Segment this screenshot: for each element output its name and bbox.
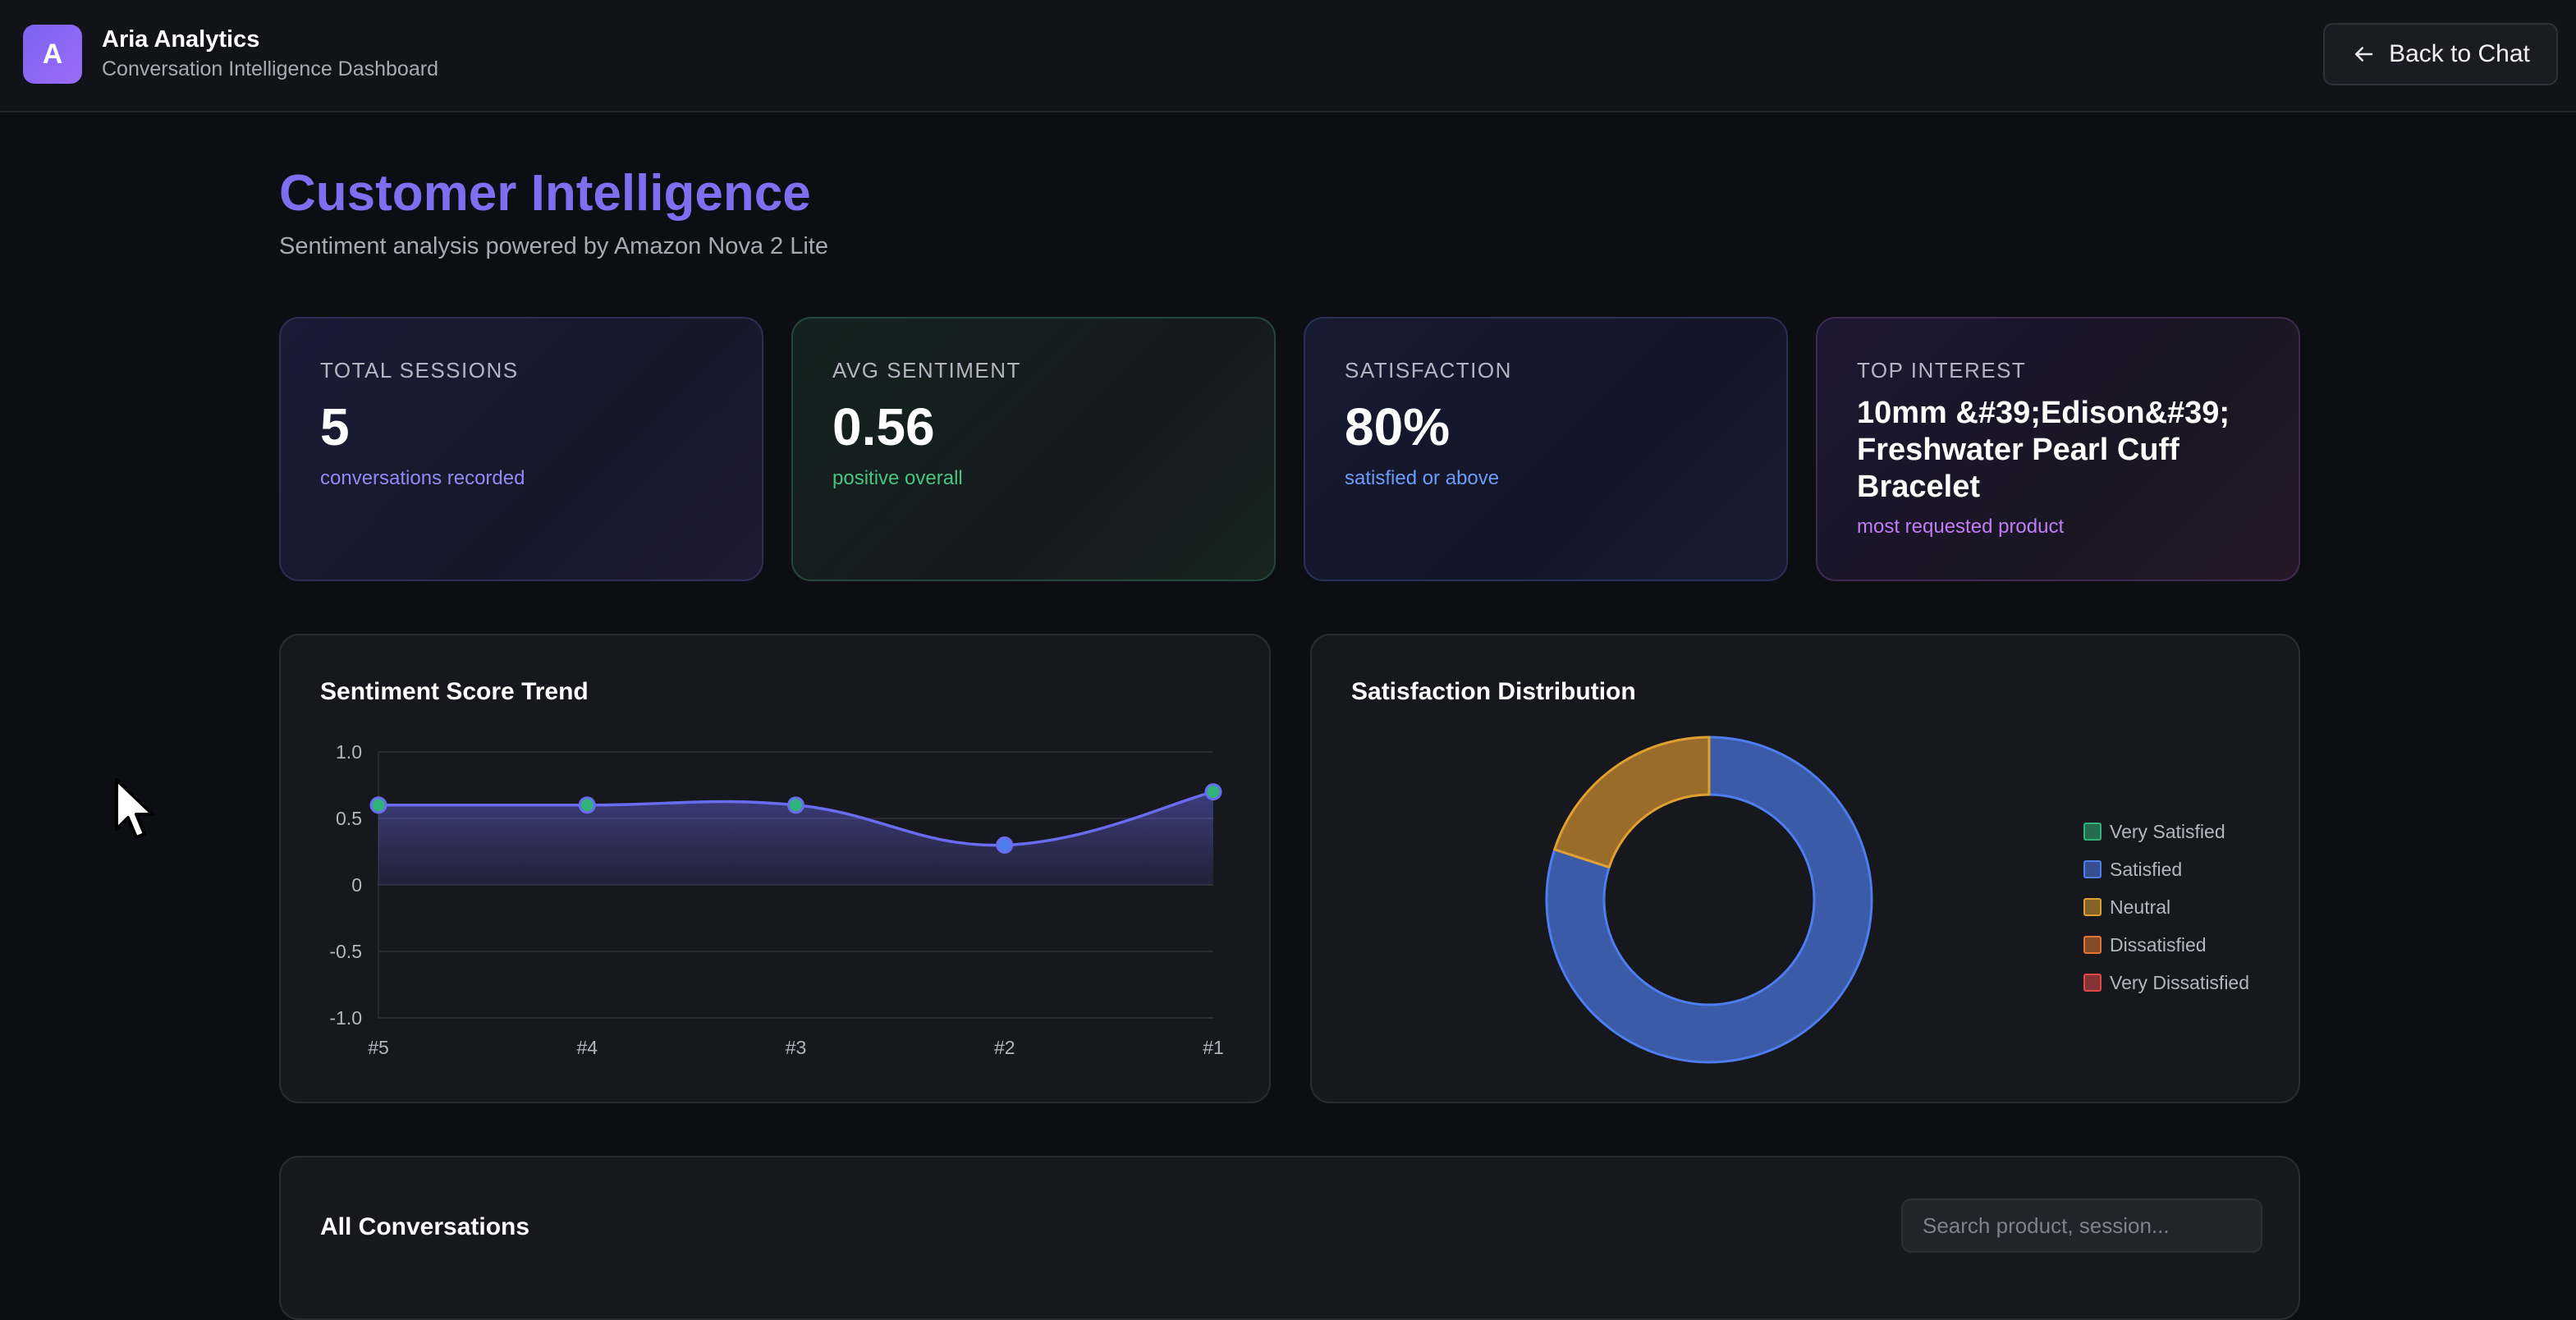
- mouse-cursor-icon: [115, 778, 154, 839]
- stat-note: positive overall: [832, 467, 963, 489]
- legend-label: Very Dissatisfied: [2110, 971, 2250, 993]
- legend-swatch-satisfied: [2083, 860, 2102, 878]
- all-conversations-panel: All Conversations: [279, 1156, 2300, 1320]
- legend-item[interactable]: Very Dissatisfied: [2083, 964, 2249, 1001]
- stat-note: most requested product: [1857, 516, 2065, 538]
- y-tick-label: -1.0: [329, 1007, 362, 1029]
- chart-title: Satisfaction Distribution: [1351, 678, 1636, 705]
- stat-label: TOTAL SESSIONS: [320, 358, 519, 383]
- stat-label: AVG SENTIMENT: [832, 358, 1021, 383]
- y-tick-label: 1.0: [336, 741, 362, 763]
- stat-label: TOP INTEREST: [1857, 358, 2027, 383]
- stat-value: 80%: [1345, 397, 1451, 456]
- legend-label: Satisfied: [2110, 858, 2183, 880]
- x-tick-label: #3: [786, 1037, 807, 1058]
- data-point[interactable]: [578, 796, 596, 814]
- x-tick-label: #2: [994, 1037, 1015, 1058]
- x-tick-label: #1: [1203, 1037, 1224, 1058]
- y-tick-label: 0: [351, 874, 362, 896]
- stat-label: SATISFACTION: [1345, 358, 1512, 383]
- y-tick-label: -0.5: [329, 941, 362, 962]
- sentiment-line-chart: 1.0 0.5 0 -0.5 -1.0 #5 #4 #3 #2 #1: [329, 741, 1224, 1058]
- legend-item[interactable]: Satisfied: [2083, 850, 2249, 888]
- search-input[interactable]: [1901, 1199, 2262, 1253]
- slice-satisfied[interactable]: [1545, 736, 1873, 1064]
- legend-swatch-very-satisfied: [2083, 823, 2102, 841]
- stat-value: 5: [320, 397, 350, 456]
- legend-item[interactable]: Dissatisfied: [2083, 926, 2249, 964]
- stat-note: satisfied or above: [1345, 467, 1500, 489]
- stat-card-satisfaction: SATISFACTION 80% satisfied or above: [1304, 317, 1788, 581]
- page-subtitle: Sentiment analysis powered by Amazon Nov…: [279, 233, 828, 259]
- satisfaction-panel: Satisfaction Distribution Very Satisfied…: [1310, 634, 2300, 1103]
- data-point[interactable]: [1204, 783, 1222, 801]
- legend-label: Dissatisfied: [2110, 933, 2207, 956]
- y-tick-label: 0.5: [336, 808, 362, 829]
- x-tick-label: #5: [368, 1037, 389, 1058]
- stat-note: conversations recorded: [320, 467, 525, 489]
- data-point[interactable]: [369, 796, 387, 814]
- arrow-left-icon: [2355, 47, 2373, 62]
- stat-card-total-sessions: TOTAL SESSIONS 5 conversations recorded: [279, 317, 763, 581]
- stat-card-top-interest: TOP INTEREST 10mm &#39;Edison&#39; Fresh…: [1816, 317, 2300, 581]
- legend-swatch-dissatisfied: [2083, 936, 2102, 954]
- x-tick-label: #4: [576, 1037, 598, 1058]
- legend-item[interactable]: Neutral: [2083, 888, 2249, 926]
- legend-item[interactable]: Very Satisfied: [2083, 813, 2249, 850]
- data-point[interactable]: [996, 836, 1014, 854]
- stat-value: 10mm &#39;Edison&#39; Freshwater Pearl C…: [1857, 396, 2230, 504]
- chart-legend: Very Satisfied Satisfied Neutral Dissati…: [2083, 813, 2249, 1001]
- back-to-chat-label: Back to Chat: [2389, 40, 2530, 67]
- app-logo: A: [23, 25, 82, 84]
- stat-card-avg-sentiment: AVG SENTIMENT 0.56 positive overall: [791, 317, 1276, 581]
- section-title: All Conversations: [320, 1213, 530, 1240]
- chart-title: Sentiment Score Trend: [320, 678, 589, 705]
- legend-label: Neutral: [2110, 896, 2171, 918]
- app-subtitle: Conversation Intelligence Dashboard: [102, 57, 438, 80]
- area-fill: [378, 791, 1213, 885]
- stat-value: 0.56: [832, 397, 935, 456]
- legend-swatch-very-dissatisfied: [2083, 974, 2102, 992]
- satisfaction-donut-chart: [1545, 736, 1873, 1064]
- app-title: Aria Analytics: [102, 26, 260, 53]
- legend-label: Very Satisfied: [2110, 820, 2225, 842]
- back-to-chat-button[interactable]: Back to Chat: [2323, 23, 2558, 85]
- top-bar: A Aria Analytics Conversation Intelligen…: [0, 0, 2576, 112]
- page-title: Customer Intelligence: [279, 165, 811, 222]
- data-point[interactable]: [787, 796, 804, 814]
- slice-neutral[interactable]: [1553, 736, 1711, 869]
- sentiment-trend-panel: Sentiment Score Trend 1.0 0.5 0 -0.5 -1.0 #5 #…: [279, 634, 1271, 1103]
- legend-swatch-neutral: [2083, 898, 2102, 916]
